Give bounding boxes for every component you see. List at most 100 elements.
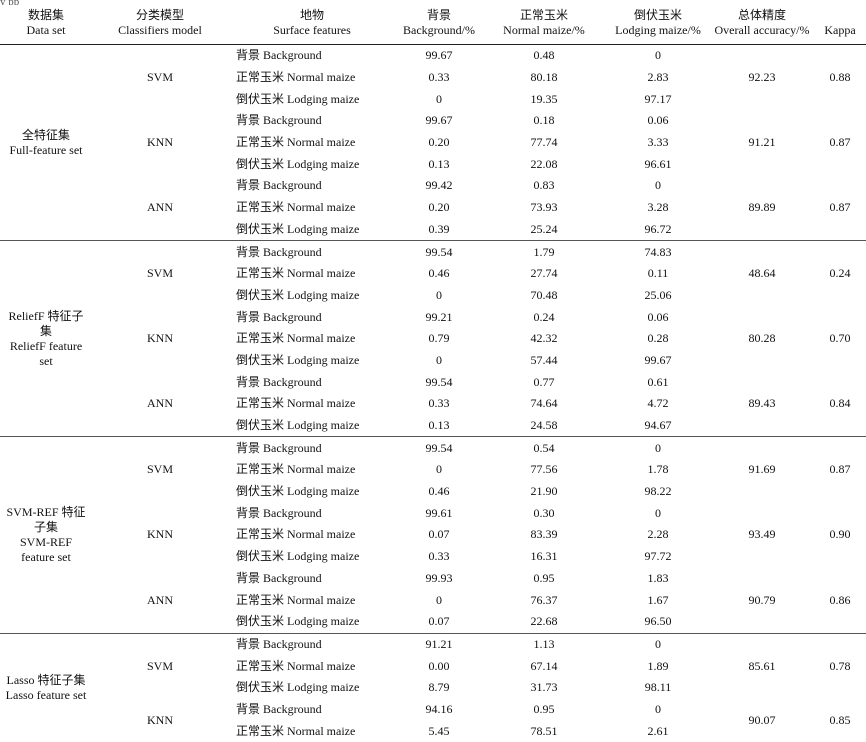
column-header-zh: 数据集 — [0, 8, 92, 23]
overall-accuracy-cell: 89.43 — [710, 371, 814, 437]
value-cell: 78.51 — [482, 720, 606, 742]
surface-feature-cell: 背景 Background — [228, 175, 396, 197]
value-cell: 76.37 — [482, 589, 606, 611]
value-cell: 0 — [396, 350, 482, 372]
surface-feature-cell: 背景 Background — [228, 371, 396, 393]
kappa-cell: 0.84 — [814, 371, 866, 437]
dataset-name-en: ReliefF feature set — [4, 339, 88, 369]
surface-feature-cell: 背景 Background — [228, 306, 396, 328]
overall-accuracy-cell: 89.89 — [710, 175, 814, 241]
value-cell: 96.61 — [606, 153, 710, 175]
value-cell: 0 — [396, 459, 482, 481]
overall-accuracy-cell: 80.28 — [710, 306, 814, 371]
overall-accuracy-cell: 85.61 — [710, 633, 814, 699]
overall-accuracy-cell: 93.49 — [710, 502, 814, 567]
value-cell: 27.74 — [482, 263, 606, 285]
classifier-cell: SVM — [92, 633, 228, 699]
column-header-en: Lodging maize/% — [606, 23, 710, 38]
value-cell: 0.06 — [606, 306, 710, 328]
value-cell: 25.06 — [606, 285, 710, 307]
surface-feature-cell: 倒伏玉米 Lodging maize — [228, 88, 396, 110]
dataset-name-zh: ReliefF 特征子集 — [4, 309, 88, 339]
surface-feature-cell: 倒伏玉米 Lodging maize — [228, 285, 396, 307]
surface-feature-cell: 背景 Background — [228, 633, 396, 655]
dataset-name-en: SVM-REF feature set — [4, 535, 88, 565]
value-cell: 73.93 — [482, 197, 606, 219]
value-cell: 0.39 — [396, 219, 482, 241]
surface-feature-cell: 正常玉米 Normal maize — [228, 67, 396, 89]
value-cell: 94.67 — [606, 415, 710, 437]
value-cell: 0.20 — [396, 132, 482, 154]
surface-feature-cell: 倒伏玉米 Lodging maize — [228, 611, 396, 633]
classifier-cell: KNN — [92, 306, 228, 371]
value-cell: 99.42 — [396, 175, 482, 197]
value-cell: 1.83 — [606, 568, 710, 590]
surface-feature-cell: 正常玉米 Normal maize — [228, 459, 396, 481]
value-cell: 74.64 — [482, 393, 606, 415]
value-cell: 99.54 — [396, 371, 482, 393]
value-cell: 0 — [396, 285, 482, 307]
value-cell: 99.54 — [396, 241, 482, 263]
value-cell: 22.68 — [482, 611, 606, 633]
classifier-cell: ANN — [92, 371, 228, 437]
value-cell: 97.17 — [606, 88, 710, 110]
value-cell: 0.79 — [396, 328, 482, 350]
dataset-name-zh: 全特征集 — [4, 128, 88, 143]
overall-accuracy-cell: 92.23 — [710, 45, 814, 111]
value-cell: 91.21 — [396, 633, 482, 655]
column-header-en: Overall accuracy/% — [710, 23, 814, 38]
column-header-zh: 正常玉米 — [482, 8, 606, 23]
surface-feature-cell: 正常玉米 Normal maize — [228, 655, 396, 677]
column-header-en: Background/% — [396, 23, 482, 38]
surface-feature-cell: 正常玉米 Normal maize — [228, 720, 396, 742]
value-cell: 98.22 — [606, 481, 710, 503]
surface-feature-cell: 正常玉米 Normal maize — [228, 589, 396, 611]
kappa-cell: 0.87 — [814, 175, 866, 241]
value-cell: 0.13 — [396, 153, 482, 175]
value-cell: 57.44 — [482, 350, 606, 372]
value-cell: 0.07 — [396, 524, 482, 546]
surface-feature-cell: 背景 Background — [228, 241, 396, 263]
value-cell: 99.61 — [396, 502, 482, 524]
overall-accuracy-cell: 91.21 — [710, 110, 814, 175]
value-cell: 0 — [606, 502, 710, 524]
classifier-cell: SVM — [92, 45, 228, 111]
surface-feature-cell: 正常玉米 Normal maize — [228, 197, 396, 219]
value-cell: 22.08 — [482, 153, 606, 175]
kappa-cell: 0.86 — [814, 568, 866, 634]
surface-feature-cell: 背景 Background — [228, 437, 396, 459]
value-cell: 0.11 — [606, 263, 710, 285]
value-cell: 1.78 — [606, 459, 710, 481]
value-cell: 1.89 — [606, 655, 710, 677]
surface-feature-cell: 倒伏玉米 Lodging maize — [228, 481, 396, 503]
dataset-name-en: Lasso feature set — [4, 688, 88, 703]
classifier-cell: SVM — [92, 241, 228, 307]
surface-feature-cell: 正常玉米 Normal maize — [228, 524, 396, 546]
surface-feature-cell: 倒伏玉米 Lodging maize — [228, 219, 396, 241]
value-cell: 0.95 — [482, 699, 606, 721]
value-cell: 99.67 — [396, 45, 482, 67]
value-cell: 5.45 — [396, 720, 482, 742]
value-cell: 0.83 — [482, 175, 606, 197]
value-cell: 0.30 — [482, 502, 606, 524]
value-cell: 83.39 — [482, 524, 606, 546]
surface-feature-cell: 背景 Background — [228, 502, 396, 524]
value-cell: 2.83 — [606, 67, 710, 89]
value-cell: 77.56 — [482, 459, 606, 481]
value-cell: 0 — [606, 699, 710, 721]
surface-feature-cell: 倒伏玉米 Lodging maize — [228, 415, 396, 437]
surface-feature-cell: 正常玉米 Normal maize — [228, 393, 396, 415]
value-cell: 0.33 — [396, 546, 482, 568]
